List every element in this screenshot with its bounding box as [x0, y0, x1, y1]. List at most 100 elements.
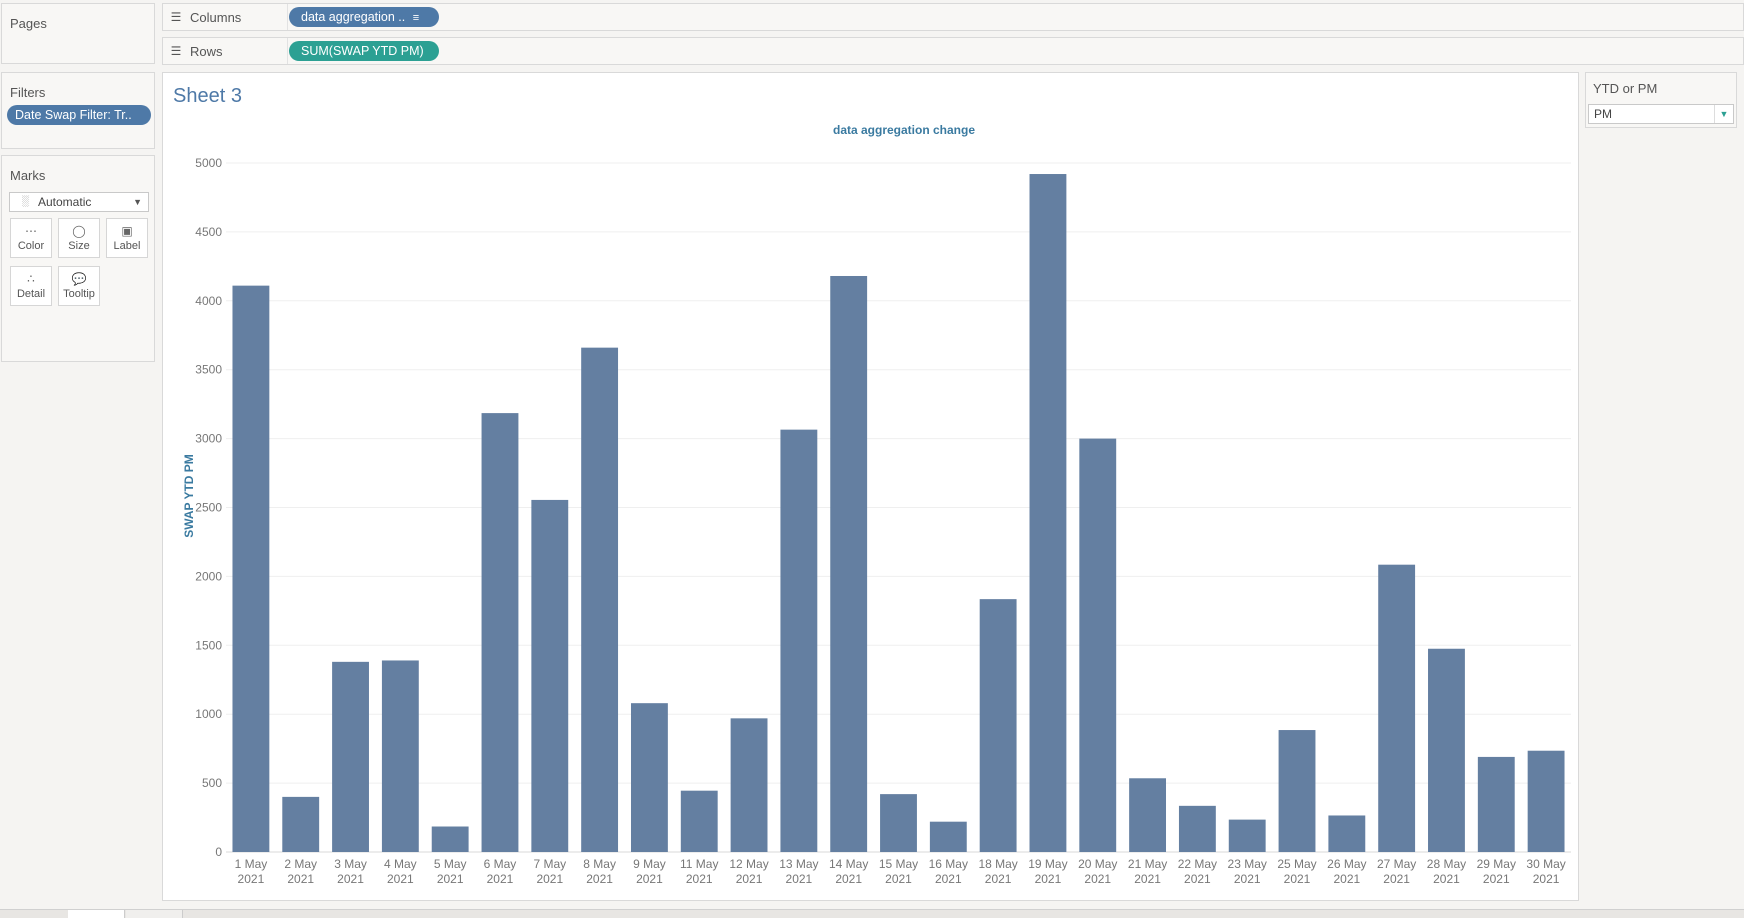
x-tick-label: 2 May 2021 — [284, 857, 317, 886]
y-tick-label: 4000 — [195, 294, 222, 308]
bar — [680, 790, 718, 852]
color-icon: ⋯ — [25, 224, 37, 238]
rows-shelf-label: ☰ Rows — [163, 38, 288, 64]
detail-label: Detail — [16, 288, 46, 300]
x-tick-label: 3 May 2021 — [334, 857, 367, 886]
bar — [332, 661, 369, 852]
tooltip-button[interactable]: 💬 Tooltip — [58, 266, 100, 306]
x-tick-label: 1 May 2021 — [235, 857, 268, 886]
bar — [1228, 819, 1266, 852]
pages-title: Pages — [10, 16, 47, 31]
y-tick-label: 4500 — [195, 225, 222, 239]
x-tick-label: 12 May 2021 — [729, 857, 768, 886]
bar — [232, 285, 270, 853]
bar — [1278, 730, 1316, 852]
color-button[interactable]: ⋯ Color — [10, 218, 52, 258]
y-tick-label: 0 — [215, 845, 222, 859]
chart-view[interactable]: Sheet 3 data aggregation change SWAP YTD… — [162, 72, 1579, 901]
parameter-value: PM — [1594, 107, 1612, 121]
x-tick-label: 4 May 2021 — [384, 857, 417, 886]
bar — [830, 275, 868, 853]
bar — [1029, 174, 1067, 853]
bar — [1477, 756, 1515, 852]
x-tick-label: 21 May 2021 — [1128, 857, 1167, 886]
mark-type-dropdown[interactable]: ░ Automatic ▼ — [9, 192, 149, 212]
columns-icon: ☰ — [170, 10, 182, 24]
bar — [880, 794, 917, 852]
columns-shelf[interactable]: ☰ Columns data aggregation .. ≡ — [162, 3, 1744, 31]
bar — [929, 821, 967, 852]
rows-pill[interactable]: SUM(SWAP YTD PM) — [289, 41, 439, 61]
size-button[interactable]: ◯ Size — [58, 218, 100, 258]
bar — [630, 703, 668, 852]
x-tick-label: 26 May 2021 — [1327, 857, 1366, 886]
bar — [581, 347, 619, 852]
mark-type-label: Automatic — [38, 195, 92, 209]
x-tick-labels: 1 May 2021 2 May 2021 3 May 2021 4 May 2021 5 Ma… — [235, 857, 1566, 886]
chart-title: data aggregation change — [833, 123, 975, 137]
y-tick-label: 3500 — [195, 363, 222, 377]
columns-label: Columns — [190, 9, 242, 25]
bar — [1527, 750, 1565, 852]
bar — [1079, 438, 1117, 852]
x-tick-label: 9 May 2021 — [633, 857, 666, 886]
tooltip-icon: 💬 — [71, 272, 87, 286]
x-tick-label: 13 May 2021 — [779, 857, 818, 886]
columns-pill-label: data aggregation .. — [301, 10, 406, 24]
filters-title: Filters — [10, 85, 46, 100]
detail-button[interactable]: ∴ Detail — [10, 266, 52, 306]
bar — [1328, 815, 1366, 852]
x-tick-label: 16 May 2021 — [929, 857, 968, 886]
bar — [531, 499, 569, 852]
filter-pill-label: Date Swap Filter: Tr.. — [15, 108, 132, 122]
sort-icon: ≡ — [412, 12, 420, 24]
rows-shelf[interactable]: ☰ Rows SUM(SWAP YTD PM) — [162, 37, 1744, 65]
detail-icon: ∴ — [27, 272, 35, 286]
filters-card[interactable]: Filters Date Swap Filter: Tr.. — [1, 72, 155, 149]
y-tick-label: 3000 — [195, 432, 222, 446]
bar — [730, 718, 768, 852]
bar — [1378, 564, 1416, 852]
pages-card[interactable]: Pages — [1, 3, 155, 64]
x-tick-label: 30 May 2021 — [1526, 857, 1565, 886]
tab-stub[interactable] — [126, 910, 183, 918]
x-tick-label: 28 May 2021 — [1427, 857, 1466, 886]
tooltip-label: Tooltip — [63, 288, 95, 300]
x-tick-label: 8 May 2021 — [583, 857, 616, 886]
x-tick-label: 18 May 2021 — [978, 857, 1017, 886]
bar — [381, 660, 419, 852]
chevron-down-icon: ▼ — [1714, 105, 1733, 123]
label-button[interactable]: ▣ Label — [106, 218, 148, 258]
x-tick-label: 25 May 2021 — [1277, 857, 1316, 886]
label-label: Label — [113, 240, 141, 252]
x-tick-label: 15 May 2021 — [879, 857, 918, 886]
tab-stub[interactable] — [68, 910, 125, 918]
x-tick-label: 14 May 2021 — [829, 857, 868, 886]
rows-label: Rows — [190, 43, 223, 59]
filter-pill[interactable]: Date Swap Filter: Tr.. — [7, 105, 151, 125]
x-tick-label: 20 May 2021 — [1078, 857, 1117, 886]
rows-pill-label: SUM(SWAP YTD PM) — [301, 44, 424, 58]
x-tick-label: 19 May 2021 — [1028, 857, 1067, 886]
y-tick-label: 1000 — [195, 707, 222, 721]
x-tick-label: 6 May 2021 — [484, 857, 517, 886]
x-tick-label: 29 May 2021 — [1477, 857, 1516, 886]
columns-pill[interactable]: data aggregation .. ≡ — [289, 7, 439, 27]
marks-title: Marks — [10, 168, 46, 183]
sheet-tab-bar — [0, 909, 1744, 918]
x-tick-label: 27 May 2021 — [1377, 857, 1416, 886]
sheet-title: Sheet 3 — [173, 85, 242, 107]
y-axis-title: SWAP YTD PM — [182, 454, 196, 538]
marks-card: Marks ░ Automatic ▼ ⋯ Color ◯ Size ▣ Lab… — [1, 155, 155, 362]
x-tick-label: 23 May 2021 — [1228, 857, 1267, 886]
bar — [431, 826, 469, 852]
y-tick-label: 2000 — [195, 569, 222, 583]
columns-shelf-label: ☰ Columns — [163, 4, 288, 30]
bar — [780, 429, 818, 852]
x-tick-label: 11 May 2021 — [680, 857, 718, 886]
size-icon: ◯ — [72, 224, 86, 238]
x-tick-label: 7 May 2021 — [533, 857, 566, 886]
parameter-dropdown[interactable]: PM ▼ — [1588, 104, 1734, 124]
x-tick-label: 22 May 2021 — [1178, 857, 1217, 886]
rows-icon: ☰ — [170, 44, 182, 58]
